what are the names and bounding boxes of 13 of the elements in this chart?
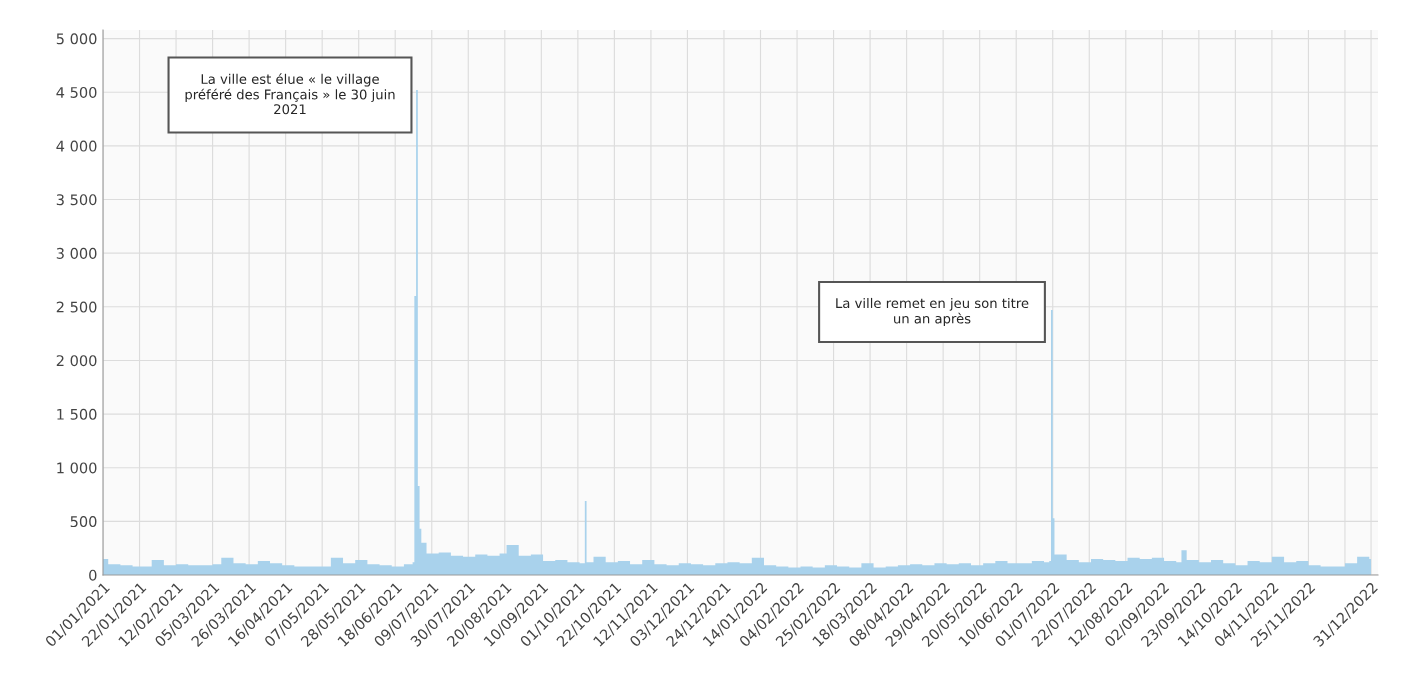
annotation: La ville remet en jeu son titre un an après (836, 297, 1029, 327)
y-tick-label: 0 (89, 569, 97, 581)
annotation: La ville est élue « le village préféré des Français » le 30 juin 2021 (185, 73, 395, 115)
y-tick-label: 1 000 (57, 462, 97, 474)
y-tick-label: 500 (70, 516, 97, 528)
y-tick-label: 1 500 (57, 408, 97, 420)
y-tick-label: 4 500 (56, 86, 97, 98)
y-tick-label: 2 000 (56, 355, 97, 367)
y-tick-label: 2 500 (56, 301, 97, 313)
y-tick-label: 4 000 (56, 140, 97, 152)
y-tick-label: 5 000 (56, 33, 97, 45)
y-tick-label: 3 500 (56, 194, 97, 206)
y-tick-label: 3 000 (56, 247, 97, 259)
